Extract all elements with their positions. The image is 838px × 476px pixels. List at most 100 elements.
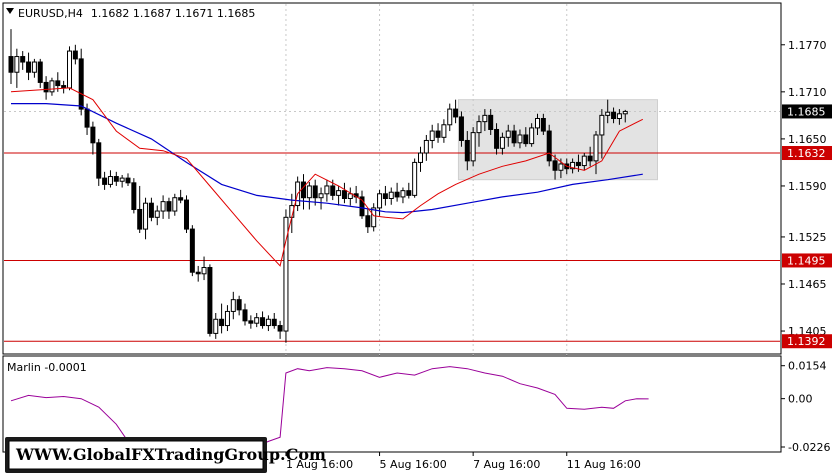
- candle-body: [143, 202, 149, 230]
- candle-body: [248, 320, 254, 324]
- candle-body: [570, 161, 576, 170]
- candle-body: [67, 50, 72, 89]
- watermark-text: WWW.GlobalFXTradingGroup.Com: [15, 445, 326, 464]
- candle-body: [125, 177, 131, 184]
- level-tag: [782, 146, 832, 161]
- candle-body: [236, 299, 242, 311]
- candle-body: [347, 193, 353, 199]
- candle-body: [219, 318, 225, 327]
- candle-body: [435, 130, 441, 138]
- candle-body: [441, 124, 447, 138]
- candle-body: [271, 318, 277, 327]
- candle-body: [412, 161, 418, 196]
- candle-body: [119, 177, 125, 182]
- candle-body: [605, 111, 611, 116]
- x-tick-label: 5 Aug 16:00: [380, 458, 447, 471]
- candle-body: [283, 216, 289, 332]
- y-tick-label: 1.1465: [788, 278, 827, 291]
- candle-body: [84, 108, 90, 128]
- candle-body: [8, 56, 14, 73]
- candle-body: [418, 152, 423, 163]
- candle-body: [96, 142, 102, 179]
- candle-body: [20, 56, 26, 63]
- level-tag-label: 1.1495: [787, 254, 826, 267]
- symbol-label: EURUSD,H4: [18, 7, 83, 20]
- candle-body: [423, 139, 429, 154]
- candle-body: [184, 199, 189, 230]
- candle-body: [458, 116, 464, 141]
- candle-body: [336, 190, 342, 196]
- candle-body: [365, 215, 371, 228]
- ohlc-values: 1.1682 1.1687 1.1671 1.1685: [91, 7, 255, 20]
- candle-body: [26, 61, 32, 73]
- candle-body: [49, 80, 55, 93]
- level-tag-label: 1.1392: [787, 335, 826, 348]
- y-tick-label: 1.1650: [788, 133, 827, 146]
- candle-body: [224, 310, 230, 327]
- candle-body: [61, 85, 67, 89]
- candle-body: [102, 177, 108, 185]
- candle-body: [599, 114, 605, 136]
- candle-body: [482, 114, 488, 123]
- candle-body: [72, 50, 78, 60]
- candle-body: [137, 208, 143, 230]
- current-price-label: 1.1685: [787, 105, 826, 118]
- candle-body: [517, 134, 523, 144]
- level-tag: [782, 334, 832, 349]
- candle-body: [148, 202, 154, 218]
- candle-body: [616, 113, 622, 120]
- candle-body: [154, 210, 160, 218]
- candle-body: [207, 267, 213, 334]
- candle-body: [400, 190, 406, 198]
- candle-body: [107, 176, 113, 185]
- x-tick-label: 11 Aug 16:00: [567, 458, 641, 471]
- candle-body: [406, 190, 412, 196]
- candle-body: [318, 193, 324, 199]
- candle-body: [464, 139, 470, 162]
- candle-body: [382, 193, 388, 199]
- candle-body: [131, 182, 137, 210]
- watermark: WWW.GlobalFXTradingGroup.Com: [5, 437, 326, 473]
- chart-header: EURUSD,H4 1.1682 1.1687 1.1671 1.1685: [18, 7, 255, 20]
- candle-body: [552, 160, 558, 171]
- candle-body: [172, 197, 178, 212]
- candle-body: [546, 130, 552, 162]
- candle-body: [488, 114, 494, 130]
- candle-body: [622, 110, 628, 115]
- candle-body: [470, 132, 476, 162]
- candle-body: [242, 309, 248, 322]
- current-price-tag: [782, 104, 832, 119]
- marlin-line: [10, 366, 649, 451]
- candle-body: [447, 108, 453, 126]
- candle-body: [78, 58, 84, 110]
- candle-body: [31, 61, 37, 73]
- marlin-label: Marlin -0.0001: [7, 361, 87, 374]
- candle-body: [230, 299, 236, 312]
- candle-body: [301, 181, 306, 199]
- candle-body: [593, 134, 599, 162]
- y-tick-label: 1.1590: [788, 180, 827, 193]
- candle-body: [90, 126, 96, 144]
- ma-slow-line: [11, 102, 643, 214]
- candle-body: [213, 318, 219, 334]
- candle-body: [494, 128, 500, 149]
- candle-body: [201, 267, 207, 275]
- y-tick-label: 1.1710: [788, 86, 827, 99]
- candle-body: [277, 325, 283, 332]
- candle-body: [388, 191, 394, 199]
- candle-body: [178, 197, 184, 201]
- level-tag-label: 1.1632: [787, 147, 826, 160]
- candle-body: [254, 317, 260, 324]
- candle-body: [330, 185, 336, 196]
- collapse-triangle-icon[interactable]: [6, 8, 14, 14]
- candle-body: [511, 130, 517, 144]
- y-tick-label: 1.1525: [788, 231, 827, 244]
- candle-body: [14, 56, 20, 73]
- candle-body: [260, 317, 266, 327]
- candle-body: [166, 201, 172, 212]
- candle-body: [113, 176, 119, 182]
- candle-body: [306, 185, 312, 199]
- candle-body: [523, 134, 529, 145]
- candle-body: [575, 161, 581, 167]
